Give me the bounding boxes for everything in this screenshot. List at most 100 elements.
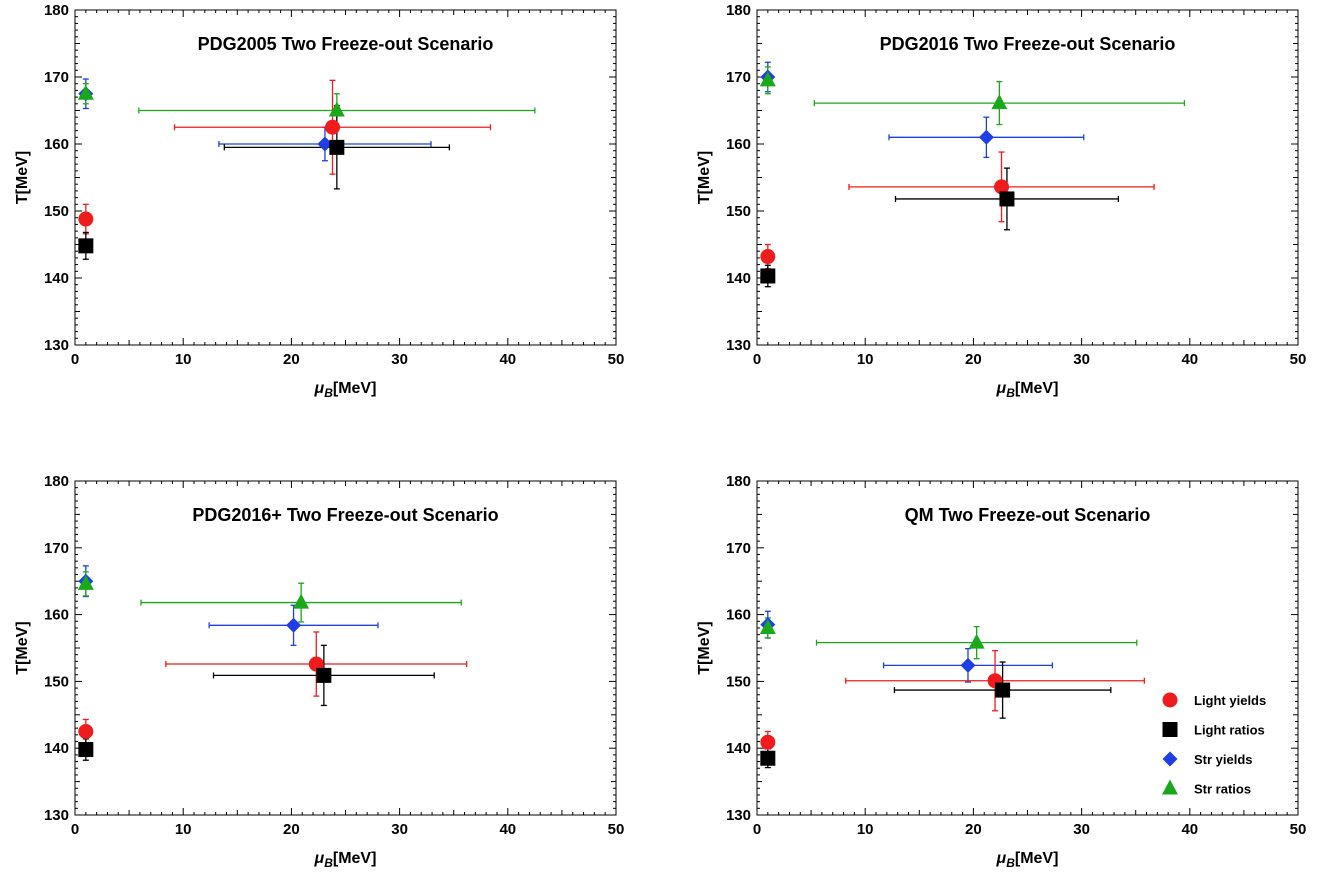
x-tick-label: 20 <box>965 351 982 368</box>
x-axis-label: μB[MeV] <box>314 380 377 400</box>
y-tick-label: 140 <box>44 740 69 757</box>
x-tick-label: 50 <box>1290 351 1307 368</box>
x-tick-label: 30 <box>391 351 408 368</box>
y-tick-label: 150 <box>726 203 751 220</box>
data-point-triangle <box>759 71 776 87</box>
x-tick-label: 40 <box>499 821 516 838</box>
y-tick-label: 140 <box>726 740 751 757</box>
x-tick-label: 20 <box>965 821 982 838</box>
x-tick-label: 0 <box>753 821 761 838</box>
y-tick-label: 160 <box>726 136 751 153</box>
legend-label: Str ratios <box>1194 782 1251 797</box>
x-tick-label: 30 <box>1073 821 1090 838</box>
y-tick-label: 170 <box>44 69 69 86</box>
y-axis-label: T[MeV] <box>696 151 713 204</box>
data-point-triangle <box>991 94 1008 110</box>
data-point-circle <box>308 656 324 672</box>
data-point-triangle <box>293 593 310 609</box>
x-tick-label: 10 <box>175 821 192 838</box>
data-point-square <box>329 139 345 155</box>
chart-panel-4: 0 10 20 30 40 50 130 140 150 160 170 180 T[MeV] μB[Me… <box>696 473 1306 870</box>
data-point-circle <box>994 179 1010 195</box>
data-point-square <box>995 682 1011 698</box>
x-tick-label: 50 <box>608 351 625 368</box>
data-point-diamond <box>960 657 976 673</box>
y-axis-label: T[MeV] <box>14 151 31 204</box>
y-axis-label: T[MeV] <box>696 621 713 674</box>
y-tick-label: 160 <box>726 607 751 624</box>
x-tick-label: 30 <box>391 821 408 838</box>
legend-marker <box>1162 692 1178 708</box>
x-tick-label: 50 <box>1290 821 1307 838</box>
data-point-square <box>760 750 776 766</box>
y-tick-label: 150 <box>44 673 69 690</box>
x-axis-label: μB[MeV] <box>996 850 1059 870</box>
chart-panel-3: 0 10 20 30 40 50 130 140 150 160 170 180 T[MeV] μB[Me… <box>14 473 624 870</box>
y-tick-label: 130 <box>44 807 69 824</box>
y-tick-label: 140 <box>726 270 751 287</box>
data-point-diamond <box>317 136 333 152</box>
legend-marker <box>1162 751 1178 767</box>
y-tick-label: 180 <box>44 473 69 490</box>
x-axis-label: μB[MeV] <box>314 850 377 870</box>
y-tick-label: 130 <box>44 337 69 354</box>
x-axis-label: μB[MeV] <box>996 380 1059 400</box>
data-point-diamond <box>978 129 994 145</box>
data-point-circle <box>760 249 776 265</box>
x-tick-label: 50 <box>608 821 625 838</box>
x-tick-label: 10 <box>857 351 874 368</box>
y-tick-label: 140 <box>44 270 69 287</box>
data-point-triangle <box>759 618 776 634</box>
plot-frame <box>74 480 617 816</box>
data-point-square <box>999 191 1015 207</box>
x-tick-label: 30 <box>1073 351 1090 368</box>
data-point-diamond <box>286 617 302 633</box>
y-tick-label: 150 <box>726 673 751 690</box>
legend-label: Str yields <box>1194 752 1253 767</box>
chart-panel-1: 0 10 20 30 40 50 130 140 150 160 170 180 T[MeV] μB[Me… <box>14 2 624 400</box>
data-point-circle <box>78 724 94 739</box>
y-tick-label: 170 <box>726 540 751 557</box>
legend: Light yields Light ratios Str yields Str ra… <box>1162 692 1266 797</box>
x-tick-label: 40 <box>1181 821 1198 838</box>
y-tick-label: 130 <box>726 807 751 824</box>
plot-frame <box>74 9 617 346</box>
data-point-triangle <box>968 633 985 649</box>
data-point-circle <box>78 211 94 227</box>
data-point-square <box>78 742 94 758</box>
data-point-circle <box>760 734 776 750</box>
plot-frame <box>756 9 1299 346</box>
y-tick-label: 160 <box>44 136 69 153</box>
y-tick-label: 180 <box>44 2 69 19</box>
y-tick-label: 170 <box>726 69 751 86</box>
data-point-square <box>78 238 94 254</box>
x-tick-label: 0 <box>71 821 79 838</box>
data-point-square <box>760 268 776 284</box>
data-point-triangle <box>328 101 345 117</box>
data-point-square <box>316 667 332 683</box>
chart-panel-2: 0 10 20 30 40 50 130 140 150 160 170 180 T[MeV] μB[Me… <box>696 2 1306 400</box>
y-axis-label: T[MeV] <box>14 621 31 674</box>
data-point-circle <box>325 119 341 135</box>
y-tick-label: 150 <box>44 203 69 220</box>
legend-marker <box>1162 779 1178 795</box>
x-tick-label: 10 <box>857 821 874 838</box>
legend-marker <box>1162 722 1178 737</box>
y-tick-label: 130 <box>726 337 751 354</box>
data-point-triangle <box>77 574 94 590</box>
chart-title: PDG2016 Two Freeze-out Scenario <box>880 34 1176 54</box>
data-point-triangle <box>77 84 94 100</box>
y-tick-label: 160 <box>44 607 69 624</box>
chart-title: PDG2016+ Two Freeze-out Scenario <box>192 505 498 525</box>
chart-title: QM Two Freeze-out Scenario <box>905 505 1151 525</box>
x-tick-label: 0 <box>753 351 761 368</box>
x-tick-label: 40 <box>1181 351 1198 368</box>
legend-label: Light ratios <box>1194 723 1265 738</box>
x-tick-label: 20 <box>283 821 300 838</box>
chart-title: PDG2005 Two Freeze-out Scenario <box>198 34 494 54</box>
legend-label: Light yields <box>1194 693 1266 708</box>
x-tick-label: 10 <box>175 351 192 368</box>
y-tick-label: 180 <box>726 473 751 490</box>
x-tick-label: 0 <box>71 351 79 368</box>
